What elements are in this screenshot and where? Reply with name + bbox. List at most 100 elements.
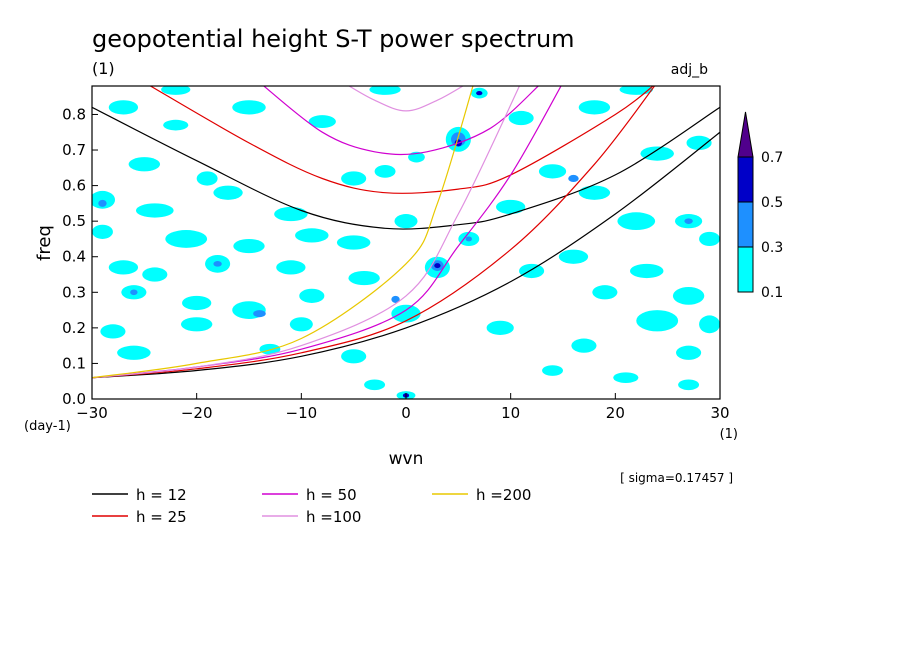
curve-3-kelvin [92,86,521,379]
contour-blob-28 [299,288,325,303]
x-tick-label-2: −10 [286,404,318,422]
contour-blob-12 [92,224,113,239]
x-tick-label-0: −30 [76,404,108,422]
contour-blob-68 [571,338,597,353]
legend-label-4: h =200 [476,486,531,504]
curve-2-sym [262,86,540,156]
x-axis: −30 −20 −10 0 10 20 30 [76,393,730,422]
contour-blob-47 [476,90,483,96]
contour-blob-13 [165,230,208,248]
contour-blob-25 [182,295,212,311]
y-tick-label-1: 0.1 [62,354,86,372]
contour-blob-20 [213,260,222,267]
contour-blob-34 [341,349,367,364]
legend-label-2: h = 50 [306,486,357,504]
legend: h = 12 h = 25 h = 50 h =100 h =200 [92,486,531,526]
x-tick-label-5: 20 [606,404,625,422]
contour-blob-76 [341,171,367,186]
contour-blob-67 [699,315,720,334]
curve-0-kelvin [92,131,720,379]
colorbar-segment-0 [737,246,754,293]
contour-blob-64 [592,285,618,300]
curve-3-sym [348,86,464,112]
colorbar-label-3: 0.7 [761,150,783,166]
y-tick-label-5: 0.5 [62,212,86,230]
y-tick-label-2: 0.2 [62,319,86,337]
curve-0-sym [92,106,720,230]
contour-blob-73 [578,100,611,115]
y-tick-label-8: 0.8 [62,105,86,123]
colorbar-segment-1 [737,201,754,248]
y-tick-label-4: 0.4 [62,248,86,266]
curve-4-kelvin [92,86,474,379]
contour-blob-78 [161,86,191,95]
contour-blob-57 [686,135,712,151]
dispersion-curve-layer [92,86,720,379]
curve-1-sym [149,86,654,194]
contour-blob-39 [391,295,400,303]
sigma-label: [ sigma=0.17457 ] [620,471,733,485]
contour-blob-51 [519,263,545,279]
contour-blob-18 [142,267,168,282]
contour-blob-72 [678,379,700,391]
x-axis-unit: (1) [720,427,738,442]
contour-blob-74 [508,110,534,126]
contour-blob-1 [163,119,189,131]
chart-title: geopotential height S-T power spectrum [92,25,575,53]
contour-blob-53 [538,164,567,179]
contour-blob-8 [135,203,174,218]
contour-blob-60 [684,218,693,225]
y-tick-label-3: 0.3 [62,283,86,301]
contour-blob-71 [613,372,639,383]
contour-blob-21 [276,260,306,275]
x-tick-label-4: 10 [501,404,520,422]
contour-blob-4 [128,157,161,172]
y-tick-label-6: 0.6 [62,177,86,195]
contour-blob-61 [699,231,720,247]
colorbar-label-2: 0.5 [761,195,783,211]
contour-blob-69 [676,345,702,360]
contour-blob-5 [196,171,218,186]
contour-blob-35 [364,379,386,391]
chart-subtitle-right: adj_b [671,62,708,78]
contour-blob-14 [233,238,265,254]
y-axis-unit: (day-1) [24,419,71,434]
contour-blob-11 [295,228,329,243]
legend-label-0: h = 12 [136,486,187,504]
colorbar-top-arrow [737,111,754,158]
colorbar-label-0: 0.1 [761,285,783,301]
y-axis-label: freq [34,225,55,261]
contour-blob-79 [369,86,401,95]
x-axis-label: wvn [389,449,424,469]
contour-blob-38 [391,304,421,323]
contour-blob-52 [486,320,514,335]
contour-blob-49 [465,236,472,242]
legend-label-1: h = 25 [136,508,187,526]
contour-blob-16 [394,214,418,229]
colorbar-segment-2 [737,156,754,203]
y-tick-label-0: 0.0 [62,390,86,408]
y-tick-label-7: 0.7 [62,141,86,159]
contour-blob-6 [92,190,116,209]
contour-blob-17 [108,260,139,275]
contour-blob-15 [336,235,371,250]
chart-subtitle-left: (1) [92,59,115,78]
x-tick-label-3: 0 [401,404,411,422]
x-tick-label-1: −20 [181,404,213,422]
contour-blob-63 [629,263,664,279]
contour-blob-55 [568,174,579,183]
x-tick-label-6: 30 [710,404,729,422]
contour-blob-62 [558,249,589,264]
contour-blob-9 [213,185,243,200]
contour-blob-65 [672,286,705,305]
contour-blob-0 [108,100,139,115]
contour-blob-30 [180,317,213,332]
contour-blob-75 [374,164,396,178]
contour-blob-42 [434,263,441,269]
contour-blob-50 [496,199,526,215]
contour-blob-2 [232,100,266,115]
contour-blob-10 [274,206,308,222]
contour-blob-32 [117,345,151,360]
colorbar: 0.1 0.3 0.5 0.7 [737,111,783,301]
